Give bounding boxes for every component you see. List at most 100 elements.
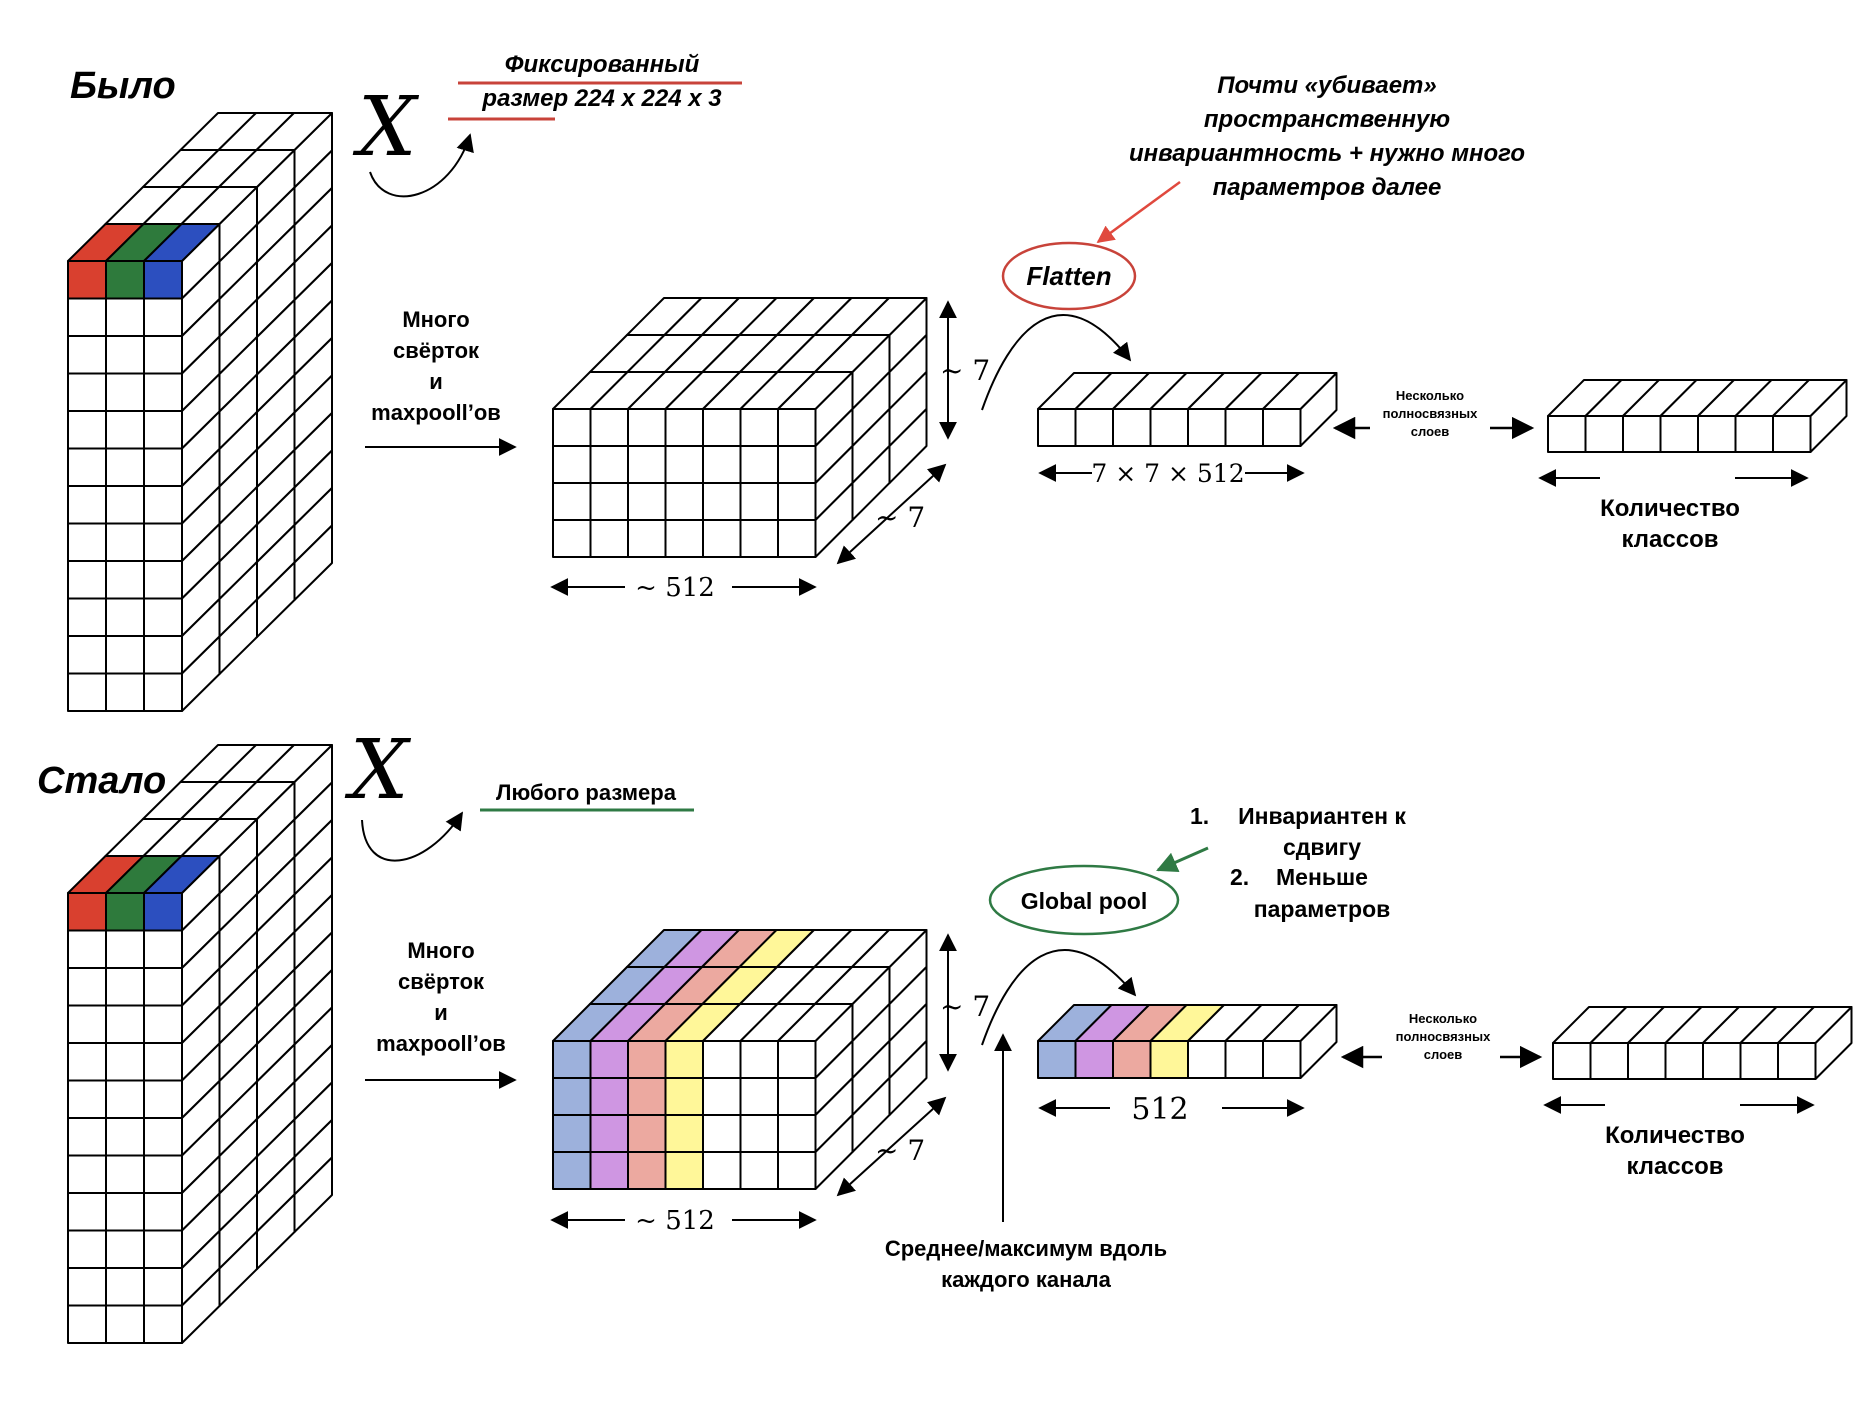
front-cell [702, 519, 742, 558]
front-cell [67, 1154, 107, 1194]
front-cell [1187, 1040, 1227, 1079]
front-cell [67, 967, 107, 1007]
output-vector [1547, 379, 1848, 453]
front-cell [1547, 415, 1587, 453]
front-cell [105, 892, 145, 932]
front-cell [739, 482, 779, 521]
front-cell [1112, 408, 1152, 447]
front-cell [1037, 1040, 1077, 1079]
front-cell [105, 410, 145, 450]
front-cell [67, 485, 107, 525]
front-cell [143, 635, 183, 675]
svg-text:maxpooll’ов: maxpooll’ов [376, 1031, 506, 1056]
front-cell [143, 1004, 183, 1044]
front-cell [1037, 408, 1077, 447]
front-cell [589, 519, 629, 558]
front-cell [627, 482, 667, 521]
bottom-input-symbol: X [344, 723, 412, 818]
front-cell [702, 408, 742, 447]
front-cell [1112, 1040, 1152, 1079]
front-cell [143, 485, 183, 525]
front-cell [105, 967, 145, 1007]
front-cell [143, 1154, 183, 1194]
svg-text:Инвариантен к: Инвариантен к [1238, 803, 1406, 829]
front-cell [67, 929, 107, 969]
front-cell [67, 892, 107, 932]
front-cell [105, 1192, 145, 1232]
bottom-label: Стало [37, 760, 166, 802]
front-cell [143, 447, 183, 487]
flatten-label: Flatten [1026, 261, 1111, 291]
front-cell [777, 482, 817, 521]
top-input-note-line1: Фиксированный [505, 51, 700, 78]
svg-text:Количество: Количество [1600, 495, 1740, 522]
top-depth-label: ~ 7 [875, 501, 925, 534]
front-cell [143, 1304, 183, 1344]
front-cell [552, 1114, 592, 1153]
front-cell [664, 1151, 704, 1190]
front-cell [67, 1304, 107, 1344]
front-cell [105, 560, 145, 600]
front-cell [627, 1077, 667, 1116]
svg-text:слоев: слоев [1411, 424, 1449, 439]
front-cell [105, 597, 145, 637]
svg-text:полносвязных: полносвязных [1396, 1029, 1491, 1044]
top-input-note-line2: размер 224 x 224 x 3 [481, 85, 722, 112]
front-cell [1589, 1042, 1629, 1080]
front-cell [739, 1040, 779, 1079]
bottom-conv-label: Много свёрток и maxpooll’ов [376, 938, 506, 1056]
bottom-depth-arrow [836, 1096, 947, 1197]
svg-text:Меньше: Меньше [1276, 864, 1368, 890]
front-cell [589, 1040, 629, 1079]
front-cell [1584, 415, 1624, 453]
front-cell [67, 1079, 107, 1119]
top-vector-label: 7 × 7 × 512 [1091, 459, 1244, 488]
bottom-input-note: Любого размера [496, 780, 677, 805]
flatten-ellipse [1001, 241, 1137, 311]
front-cell [105, 1079, 145, 1119]
svg-text:свёрток: свёрток [393, 338, 480, 363]
front-cell [143, 892, 183, 932]
front-cell [67, 1042, 107, 1082]
front-cell [67, 1229, 107, 1269]
svg-text:параметров: параметров [1254, 896, 1391, 922]
front-cell [105, 372, 145, 412]
front-cell [664, 1114, 704, 1153]
front-cell [143, 335, 183, 375]
front-cell [1734, 415, 1774, 453]
front-cell [552, 408, 592, 447]
front-cell [1739, 1042, 1779, 1080]
feature-map-tensor-colored [552, 929, 928, 1190]
front-cell [589, 1114, 629, 1153]
front-cell [67, 1117, 107, 1157]
front-cell [143, 1042, 183, 1082]
front-cell [664, 408, 704, 447]
svg-text:классов: классов [1626, 1153, 1723, 1180]
front-cell [777, 445, 817, 484]
global-pool-label: Global pool [1021, 888, 1148, 914]
svg-text:Несколько: Несколько [1396, 388, 1464, 403]
top-fc-label: Несколько полносвязных слоев [1383, 388, 1478, 439]
top-conv-label: Много свёрток и maxpooll’ов [371, 307, 501, 425]
bottom-classes-label: Количество классов [1605, 1122, 1745, 1180]
front-cell [739, 1114, 779, 1153]
global-pool-note-arrow [1156, 846, 1209, 872]
svg-text:Почти «убивает»: Почти «убивает» [1217, 72, 1436, 99]
front-cell [143, 1229, 183, 1269]
front-cell [67, 260, 107, 300]
front-cell [143, 297, 183, 337]
front-cell [552, 519, 592, 558]
front-cell [67, 672, 107, 712]
front-cell [1627, 1042, 1667, 1080]
front-cell [702, 1114, 742, 1153]
front-cell [143, 260, 183, 300]
input-tensor-fixed [67, 112, 333, 712]
front-cell [143, 1267, 183, 1307]
front-cell [1224, 1040, 1264, 1079]
svg-text:слоев: слоев [1424, 1047, 1462, 1062]
front-cell [143, 410, 183, 450]
front-cell [1074, 408, 1114, 447]
top-section: Было X Фиксированный размер 224 x 224 x … [67, 51, 1848, 712]
output-vector [1552, 1006, 1853, 1080]
front-cell [105, 260, 145, 300]
